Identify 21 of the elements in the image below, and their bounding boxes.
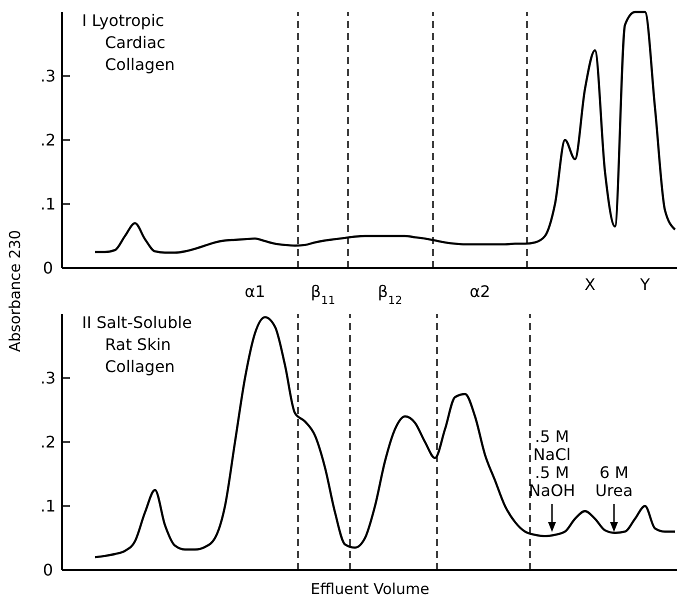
text: X [584, 275, 596, 294]
text: α2 [470, 282, 490, 301]
y-axis-title: Absorbance 230 [6, 230, 24, 352]
annotation: 6 M Urea [595, 463, 633, 500]
annotation: .5 M NaOH [528, 463, 576, 500]
text: α1 [244, 282, 266, 301]
y-tick-label: 0 [42, 258, 54, 278]
y-tick-label: .3 [40, 66, 56, 86]
y-tick-label: .3 [40, 368, 56, 388]
annotation: .5 M NaCl [533, 427, 571, 464]
text: β$_{11}$ [310, 282, 336, 306]
y-tick-label: .2 [40, 432, 56, 452]
text: Y [639, 275, 650, 294]
x-axis-title: Effluent Volume [310, 580, 430, 598]
y-tick-label: 0 [42, 560, 54, 580]
y-tick-label: .1 [40, 194, 56, 214]
text: β$_{12}$ [378, 282, 402, 306]
y-tick-label: .1 [40, 496, 56, 516]
y-tick-label: .2 [40, 130, 56, 150]
text: I Lyotropic Cardiac Collagen [82, 11, 175, 74]
text: II Salt-Soluble Rat Skin Collagen [82, 313, 192, 376]
